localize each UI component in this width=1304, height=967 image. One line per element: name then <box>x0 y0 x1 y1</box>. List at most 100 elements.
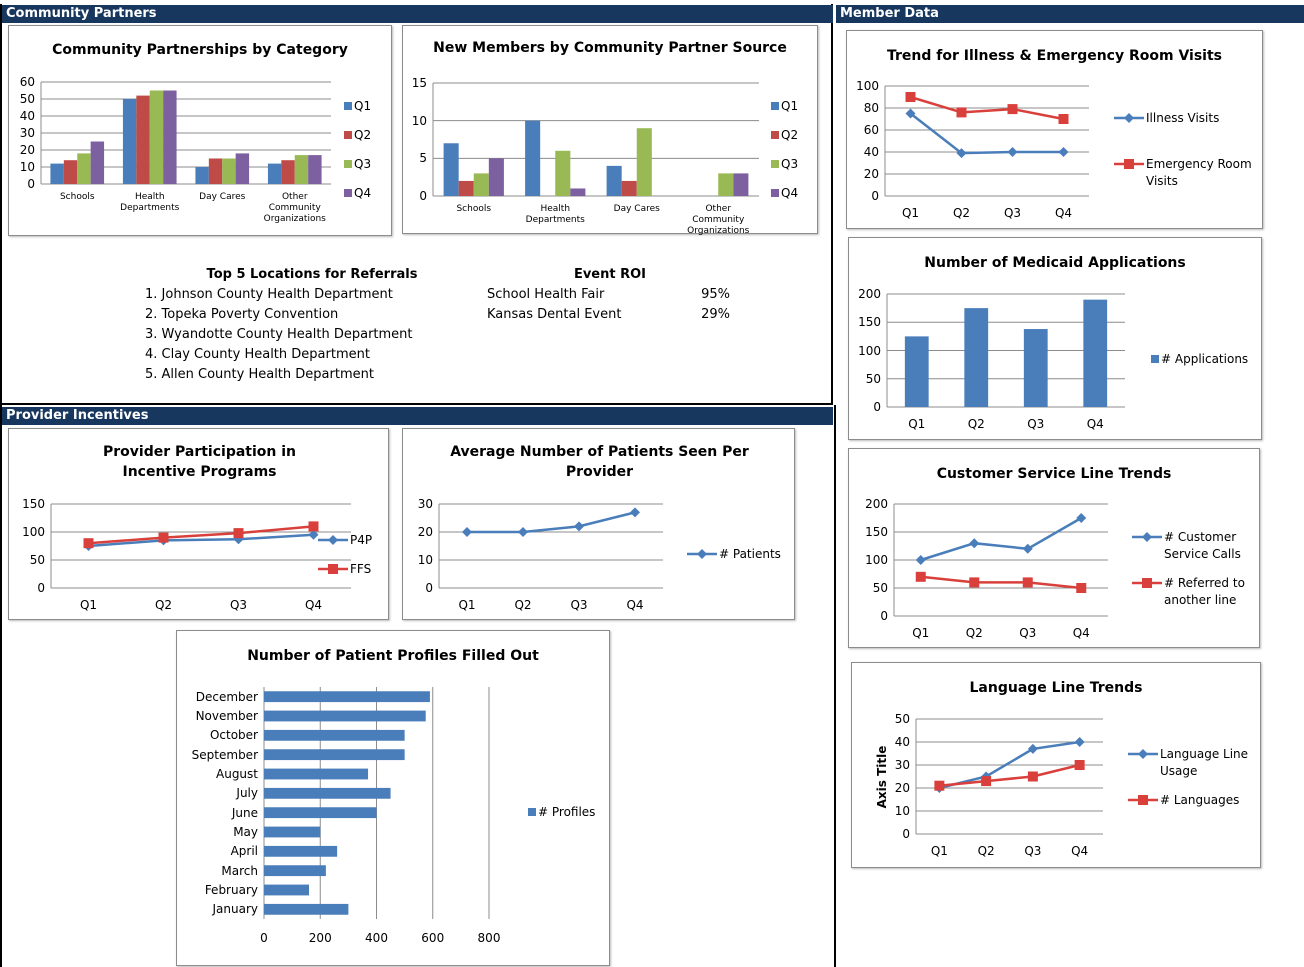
bar <box>77 153 91 184</box>
y-tick-label: October <box>209 728 258 743</box>
legend-swatch <box>1151 355 1159 363</box>
bar <box>264 787 391 799</box>
x-tick-label: Q3 <box>229 598 248 612</box>
bar <box>964 308 989 407</box>
point <box>934 780 945 791</box>
point <box>328 564 338 574</box>
x-tick-label: Health Departments <box>120 192 180 213</box>
y-tick-label: December <box>195 689 258 704</box>
bar <box>50 163 64 184</box>
bar <box>63 160 78 184</box>
chart-plot <box>915 718 1158 835</box>
bar <box>264 845 338 857</box>
y-tick-label: June <box>231 805 258 820</box>
y-tick-label: August <box>216 767 258 781</box>
bar <box>264 884 309 896</box>
chart-plot <box>893 503 1162 617</box>
legend-swatch <box>344 160 352 168</box>
chart-card: Number of Medicaid Applications 0 50 100 150… <box>848 237 1262 440</box>
x-tick-label: Q2 <box>977 844 995 858</box>
line <box>939 763 1080 787</box>
legend-label: FFS <box>350 562 372 576</box>
referrals-title: Top 5 Locations for Referrals <box>206 267 418 282</box>
point <box>697 549 707 559</box>
referral-item: 5. Allen County Health Department <box>145 367 374 382</box>
y-tick-label: July <box>236 786 258 801</box>
x-tick-label: Q3 <box>570 598 588 612</box>
point <box>1022 577 1033 588</box>
y-tick-label: 0 <box>902 827 910 841</box>
chart-card: Trend for Illness & Emergency Room Visit… <box>846 30 1263 229</box>
point <box>1076 513 1087 523</box>
referral-item: 2. Topeka Poverty Convention <box>145 307 339 322</box>
bar <box>264 807 377 819</box>
chart-card: Community Partnerships by Category 0 10 20 3… <box>8 25 392 236</box>
x-tick-label: Q1 <box>908 417 926 431</box>
bar <box>264 710 426 722</box>
bar <box>136 95 150 184</box>
chart-title: New Members by Community Partner Source <box>433 40 787 56</box>
point <box>1142 578 1152 588</box>
y-tick-label: 10 <box>417 553 433 567</box>
bar <box>264 903 349 915</box>
bar <box>294 155 309 184</box>
x-tick-label: 0 <box>260 931 268 945</box>
point <box>969 577 980 588</box>
bar <box>570 188 586 196</box>
legend-label: Language Line Usage <box>1160 747 1249 778</box>
y-tick-label: September <box>191 747 258 762</box>
point <box>1058 114 1069 124</box>
roi-value: 29% <box>701 307 730 322</box>
x-tick-label: Q2 <box>154 598 173 612</box>
y-tick-label: 20 <box>19 143 35 157</box>
roi-event: School Health Fair <box>487 287 605 302</box>
legend-label: # Languages <box>1160 793 1240 807</box>
bar <box>733 173 749 196</box>
bar <box>90 141 105 184</box>
chart-card: Number of Patient Profiles Filled Out 0 20… <box>176 630 610 966</box>
x-tick-label: Q4 <box>304 598 323 612</box>
y-tick-label: 60 <box>19 75 35 89</box>
line <box>467 511 636 534</box>
chart-plot <box>438 503 717 589</box>
chart-card: Average Number of Patients Seen Per Prov… <box>402 428 795 620</box>
y-tick-label: 80 <box>863 101 879 115</box>
y-tick-label: 30 <box>19 126 35 140</box>
referral-item: 4. Clay County Health Department <box>145 347 370 362</box>
section-header: Provider Incentives <box>2 407 833 425</box>
bar <box>149 90 164 184</box>
point <box>1027 771 1038 782</box>
point <box>1074 760 1085 770</box>
legend-swatch <box>771 102 779 110</box>
point <box>1124 159 1134 169</box>
y-tick-label: 10 <box>894 804 910 818</box>
bar <box>904 336 929 407</box>
bar <box>621 180 637 196</box>
y-tick-label: 10 <box>411 113 427 128</box>
x-tick-label: Health Departments <box>525 204 585 225</box>
roi-value: 95% <box>701 287 730 302</box>
bar <box>264 729 405 741</box>
y-tick-label: 50 <box>29 553 45 567</box>
y-tick-label: 40 <box>19 109 35 123</box>
y-tick-label: 60 <box>863 123 879 137</box>
y-tick-label: 40 <box>894 735 910 749</box>
point <box>915 555 926 565</box>
bar <box>308 155 322 184</box>
line <box>910 95 1064 121</box>
legend-label: # Customer Service Calls <box>1164 530 1241 561</box>
x-tick-label: 800 <box>477 931 501 945</box>
chart-title: Average Number of Patients Seen Per Prov… <box>450 444 749 480</box>
bar <box>222 158 236 184</box>
y-tick-label: 40 <box>863 145 879 159</box>
bar <box>122 99 137 184</box>
y-tick-label: 20 <box>894 781 910 795</box>
x-tick-label: Q3 <box>1019 626 1037 640</box>
bar <box>1083 299 1108 407</box>
point <box>630 507 640 518</box>
y-tick-label: November <box>195 709 258 723</box>
y-tick-label: 0 <box>419 189 427 203</box>
bar <box>473 173 489 196</box>
chart-plot <box>50 503 351 589</box>
y-tick-label: 150 <box>22 497 45 511</box>
